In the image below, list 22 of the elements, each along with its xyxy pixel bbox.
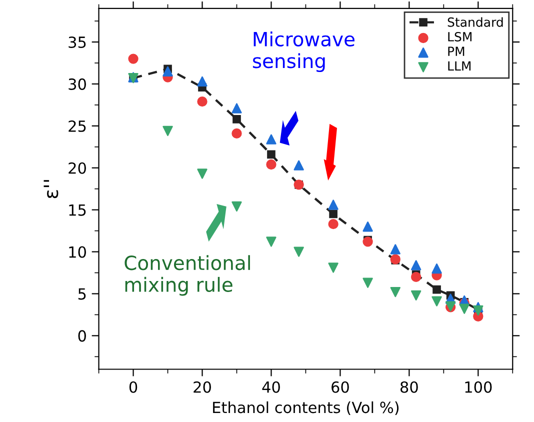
- legend-label: LSM: [448, 32, 472, 42]
- x-tick-label: 20: [194, 381, 211, 393]
- annotation: Microwave sensing: [252, 31, 354, 72]
- y-axis-title: ε'': [44, 180, 58, 198]
- y-tick-label: 0: [78, 330, 86, 342]
- x-tick-label: 100: [465, 381, 492, 393]
- x-tick-label: 40: [262, 381, 280, 393]
- y-tick-label: 10: [69, 246, 86, 258]
- y-tick-label: 20: [68, 162, 86, 174]
- legend-label: Standard: [448, 17, 503, 27]
- y-tick-label: 15: [69, 204, 86, 216]
- y-tick-label: 35: [68, 36, 86, 48]
- legend-label: LLM: [448, 61, 471, 70]
- legend-label: PM: [448, 46, 464, 56]
- x-tick-label: 80: [400, 381, 418, 393]
- y-tick-label: 5: [78, 288, 86, 300]
- x-tick-label: 0: [129, 381, 138, 393]
- x-tick-label: 60: [332, 381, 349, 393]
- x-axis-title: Ethanol contents (Vol %): [213, 401, 399, 416]
- y-tick-label: 25: [68, 120, 86, 132]
- y-tick-label: 30: [68, 78, 86, 90]
- annotation: Conventional mixing rule: [124, 255, 250, 296]
